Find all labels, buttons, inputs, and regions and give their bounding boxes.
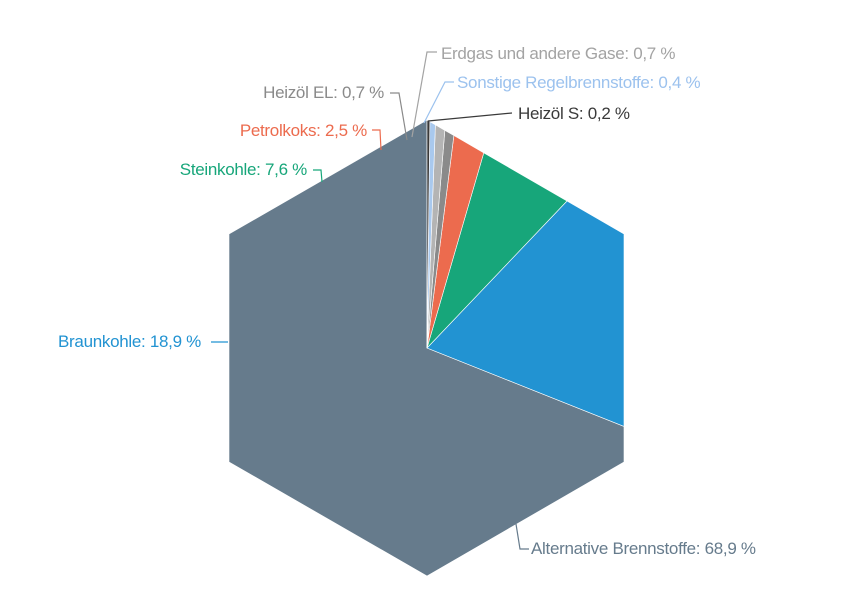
pie-slices (228, 119, 625, 577)
label-sonstige: Sonstige Regelbrennstoffe: 0,4 % (457, 73, 701, 92)
leader-line-heizoel-el (390, 92, 408, 141)
leader-line-heizoel-s (427, 112, 513, 122)
label-heizoel-el: Heizöl EL: 0,7 % (263, 83, 384, 102)
leader-line-alternative (515, 523, 529, 550)
leader-line-steinkohle (313, 169, 323, 183)
label-heizoel-s: Heizöl S: 0,2 % (518, 104, 630, 123)
label-steinkohle: Steinkohle: 7,6 % (180, 160, 307, 179)
leader-lines (211, 51, 529, 550)
leader-line-sonstige (423, 81, 454, 124)
leader-line-erdgas (411, 51, 437, 138)
label-alternative: Alternative Brennstoffe: 68,9 % (531, 539, 756, 558)
label-petrolkoks: Petrolkoks: 2,5 % (240, 121, 367, 140)
label-braunkohle: Braunkohle: 18,9 % (58, 332, 201, 351)
slice-alternative (228, 119, 625, 577)
label-erdgas: Erdgas und andere Gase: 0,7 % (441, 44, 675, 63)
leader-line-petrolkoks (372, 129, 382, 151)
slice-labels: Alternative Brennstoffe: 68,9 % Braunkoh… (58, 44, 756, 558)
